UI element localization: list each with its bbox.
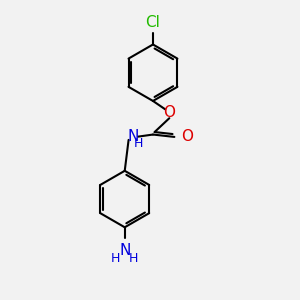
Text: H: H (134, 137, 143, 150)
Text: H: H (128, 252, 138, 265)
Text: N: N (119, 243, 130, 258)
Text: N: N (127, 129, 138, 144)
Text: H: H (110, 252, 120, 265)
Text: O: O (163, 105, 175, 120)
Text: Cl: Cl (146, 15, 160, 30)
Text: O: O (181, 129, 193, 144)
